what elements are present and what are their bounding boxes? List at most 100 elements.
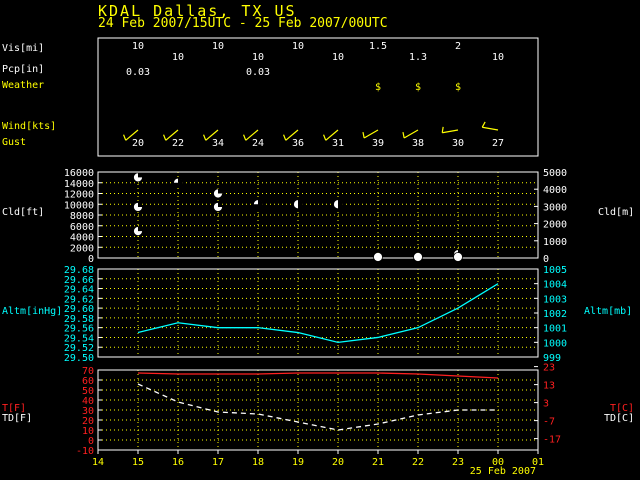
vis-value: 1.5 bbox=[369, 41, 387, 52]
gust-value: 27 bbox=[492, 138, 504, 149]
vis-row-label: Vis[mi] bbox=[2, 43, 45, 54]
cloud-ytick-right: 4000 bbox=[543, 185, 567, 196]
cloud-ytick-right: 1000 bbox=[543, 237, 567, 248]
wind-barb-icon bbox=[245, 129, 259, 141]
x-tick-label: 16 bbox=[172, 457, 184, 468]
temperature-line bbox=[137, 372, 499, 379]
wind-barb-icon bbox=[125, 129, 139, 141]
cloud-ytick-right: 5000 bbox=[543, 168, 567, 179]
vis-value: 10 bbox=[172, 52, 184, 63]
altm-ytick-left: 29.68 bbox=[64, 265, 94, 276]
altm-ytick-left: 29.52 bbox=[64, 343, 94, 354]
altm-ytick-right: 1000 bbox=[543, 338, 567, 349]
temp-ytick-left: 60 bbox=[82, 376, 94, 387]
temp-ytick-left: 0 bbox=[88, 436, 94, 447]
cloud-marker bbox=[413, 252, 423, 262]
vis-value: 10 bbox=[212, 41, 224, 52]
vis-value: 10 bbox=[132, 41, 144, 52]
wind-barb-icon bbox=[325, 129, 339, 141]
wind-barb-icon bbox=[403, 129, 419, 139]
wind-barb-flag bbox=[163, 134, 167, 141]
pcp-value: 0.03 bbox=[246, 67, 270, 78]
cloud-ytick-left: 0 bbox=[88, 254, 94, 265]
dewpoint-line bbox=[137, 383, 498, 431]
altm-ytick-left: 29.56 bbox=[64, 324, 94, 335]
gust-value: 22 bbox=[172, 138, 184, 149]
wind-barb-icon bbox=[165, 129, 179, 141]
altm-ytick-left: 29.64 bbox=[64, 285, 94, 296]
date-label: 25 Feb 2007 bbox=[470, 466, 536, 477]
cloud-ytick-left: 2000 bbox=[70, 243, 94, 254]
altm-ytick-left: 29.54 bbox=[64, 333, 94, 344]
vis-value: 10 bbox=[332, 52, 344, 63]
altm-ytick-right: 1004 bbox=[543, 280, 567, 291]
altm-ytick-left: 29.60 bbox=[64, 304, 94, 315]
wind-barb-flag bbox=[203, 134, 207, 141]
cloud-ytick-left: 4000 bbox=[70, 233, 94, 244]
vis-value: 10 bbox=[492, 52, 504, 63]
x-tick-label: 19 bbox=[292, 457, 304, 468]
wind-barb-flag bbox=[362, 131, 365, 139]
wind-barb-flag bbox=[481, 121, 486, 128]
vis-value: 1.3 bbox=[409, 52, 427, 63]
temp-ytick-left: 50 bbox=[82, 386, 94, 397]
temp-ytick-right: 23 bbox=[543, 363, 555, 374]
altm-ytick-right: 1003 bbox=[543, 294, 567, 305]
gust-value: 38 bbox=[412, 138, 424, 149]
altm-ytick-left: 29.58 bbox=[64, 314, 94, 325]
wind-row-label: Wind[kts] bbox=[2, 121, 57, 132]
cloud-axis-label-right: Cld[m] bbox=[598, 207, 635, 218]
gust-value: 20 bbox=[132, 138, 144, 149]
cloud-fill bbox=[298, 199, 303, 209]
temp-ytick-left: -10 bbox=[76, 446, 94, 457]
cloud-marker bbox=[453, 252, 463, 262]
x-tick-label: 21 bbox=[372, 457, 384, 468]
temp-ytick-right: 3 bbox=[543, 399, 549, 410]
x-tick-label: 18 bbox=[252, 457, 264, 468]
vis-value: 2 bbox=[455, 41, 461, 52]
x-tick-label: 15 bbox=[132, 457, 144, 468]
cloud-fill bbox=[253, 199, 263, 209]
cloud-marker bbox=[373, 252, 383, 262]
x-tick-label: 14 bbox=[92, 457, 104, 468]
table-frame bbox=[97, 37, 539, 157]
vis-value: 10 bbox=[252, 52, 264, 63]
temp-ytick-left: 70 bbox=[82, 366, 94, 377]
wind-barb-flag bbox=[283, 134, 287, 141]
gust-value: 31 bbox=[332, 138, 344, 149]
altm-axis-label-left: Altm[inHg] bbox=[2, 306, 63, 317]
x-tick-label: 01 bbox=[532, 457, 544, 468]
gust-row-label: Gust bbox=[2, 137, 27, 148]
wind-barb-icon bbox=[482, 126, 499, 131]
pcp-row-label: Pcp[in] bbox=[2, 64, 45, 75]
cloud-fill bbox=[138, 172, 143, 178]
wind-barb-flag bbox=[441, 126, 444, 133]
cloud-axis-label-left: Cld[ft] bbox=[2, 207, 45, 218]
wind-barb-icon bbox=[285, 129, 299, 141]
cloud-fill bbox=[338, 199, 343, 209]
cloud-ytick-right: 0 bbox=[543, 254, 549, 265]
cloud-ytick-left: 14000 bbox=[64, 179, 94, 190]
altm-panel-frame bbox=[97, 268, 539, 358]
temp-ytick-right: -17 bbox=[543, 435, 561, 446]
pcp-value: 0.03 bbox=[126, 67, 150, 78]
weather-row-label: Weather bbox=[2, 80, 45, 91]
altm-ytick-left: 29.62 bbox=[64, 294, 94, 305]
vis-value: 10 bbox=[292, 41, 304, 52]
temp-ytick-left: 20 bbox=[82, 416, 94, 427]
temp-ytick-left: 40 bbox=[82, 396, 94, 407]
cloud-ytick-left: 12000 bbox=[64, 190, 94, 201]
gust-value: 36 bbox=[292, 138, 304, 149]
cloud-ytick-left: 8000 bbox=[70, 211, 94, 222]
cloud-ytick-left: 16000 bbox=[64, 168, 94, 179]
altimeter-line bbox=[137, 283, 499, 343]
period-subtitle: 24 Feb 2007/15UTC - 25 Feb 2007/00UTC bbox=[98, 16, 388, 31]
x-tick-label: 17 bbox=[212, 457, 224, 468]
temp-axis-label-left: T[F] bbox=[2, 403, 27, 414]
dewpoint-axis-label-left: TD[F] bbox=[2, 413, 33, 424]
x-tick-label: 23 bbox=[452, 457, 464, 468]
altm-ytick-right: 1005 bbox=[543, 265, 567, 276]
x-tick-label: 00 bbox=[492, 457, 504, 468]
wind-barb-icon bbox=[442, 129, 459, 134]
temp-ytick-left: 30 bbox=[82, 406, 94, 417]
